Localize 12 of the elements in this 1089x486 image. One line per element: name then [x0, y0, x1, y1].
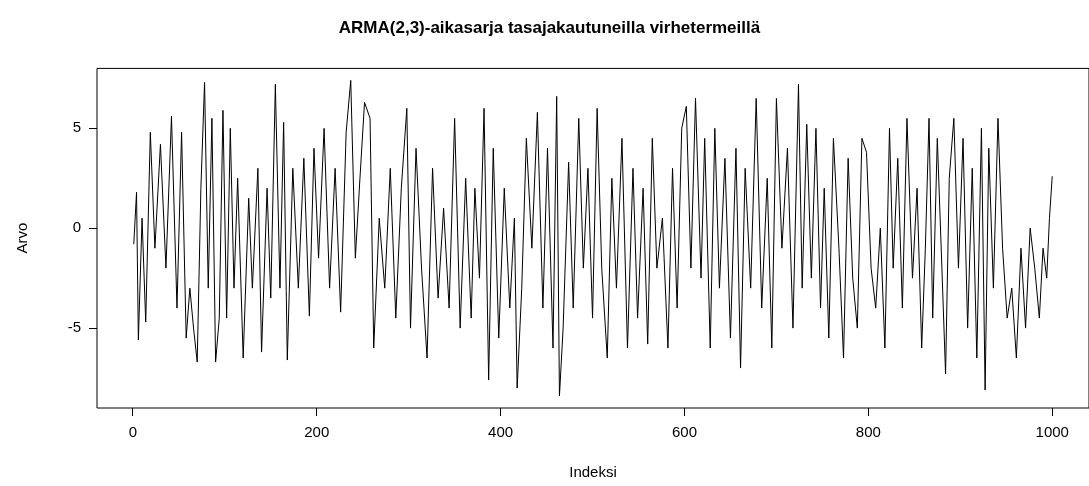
x-tick-label: 800	[855, 423, 881, 441]
y-axis-title: Arvo	[13, 222, 31, 254]
x-tick-label: 0	[128, 423, 138, 441]
y-tick-label: 0	[72, 218, 81, 236]
y-tick-label: -5	[67, 318, 81, 336]
x-tick-label: 200	[304, 423, 330, 441]
x-tick-label: 600	[671, 423, 697, 441]
x-tick-label: 400	[488, 423, 514, 441]
x-tick-label: 1000	[1035, 423, 1069, 441]
y-tick-label: 5	[72, 118, 81, 136]
chart-title: ARMA(2,3)-aikasarja tasajakautuneilla virhetermeillä	[338, 17, 761, 37]
x-axis-title: Indeksi	[569, 463, 617, 481]
